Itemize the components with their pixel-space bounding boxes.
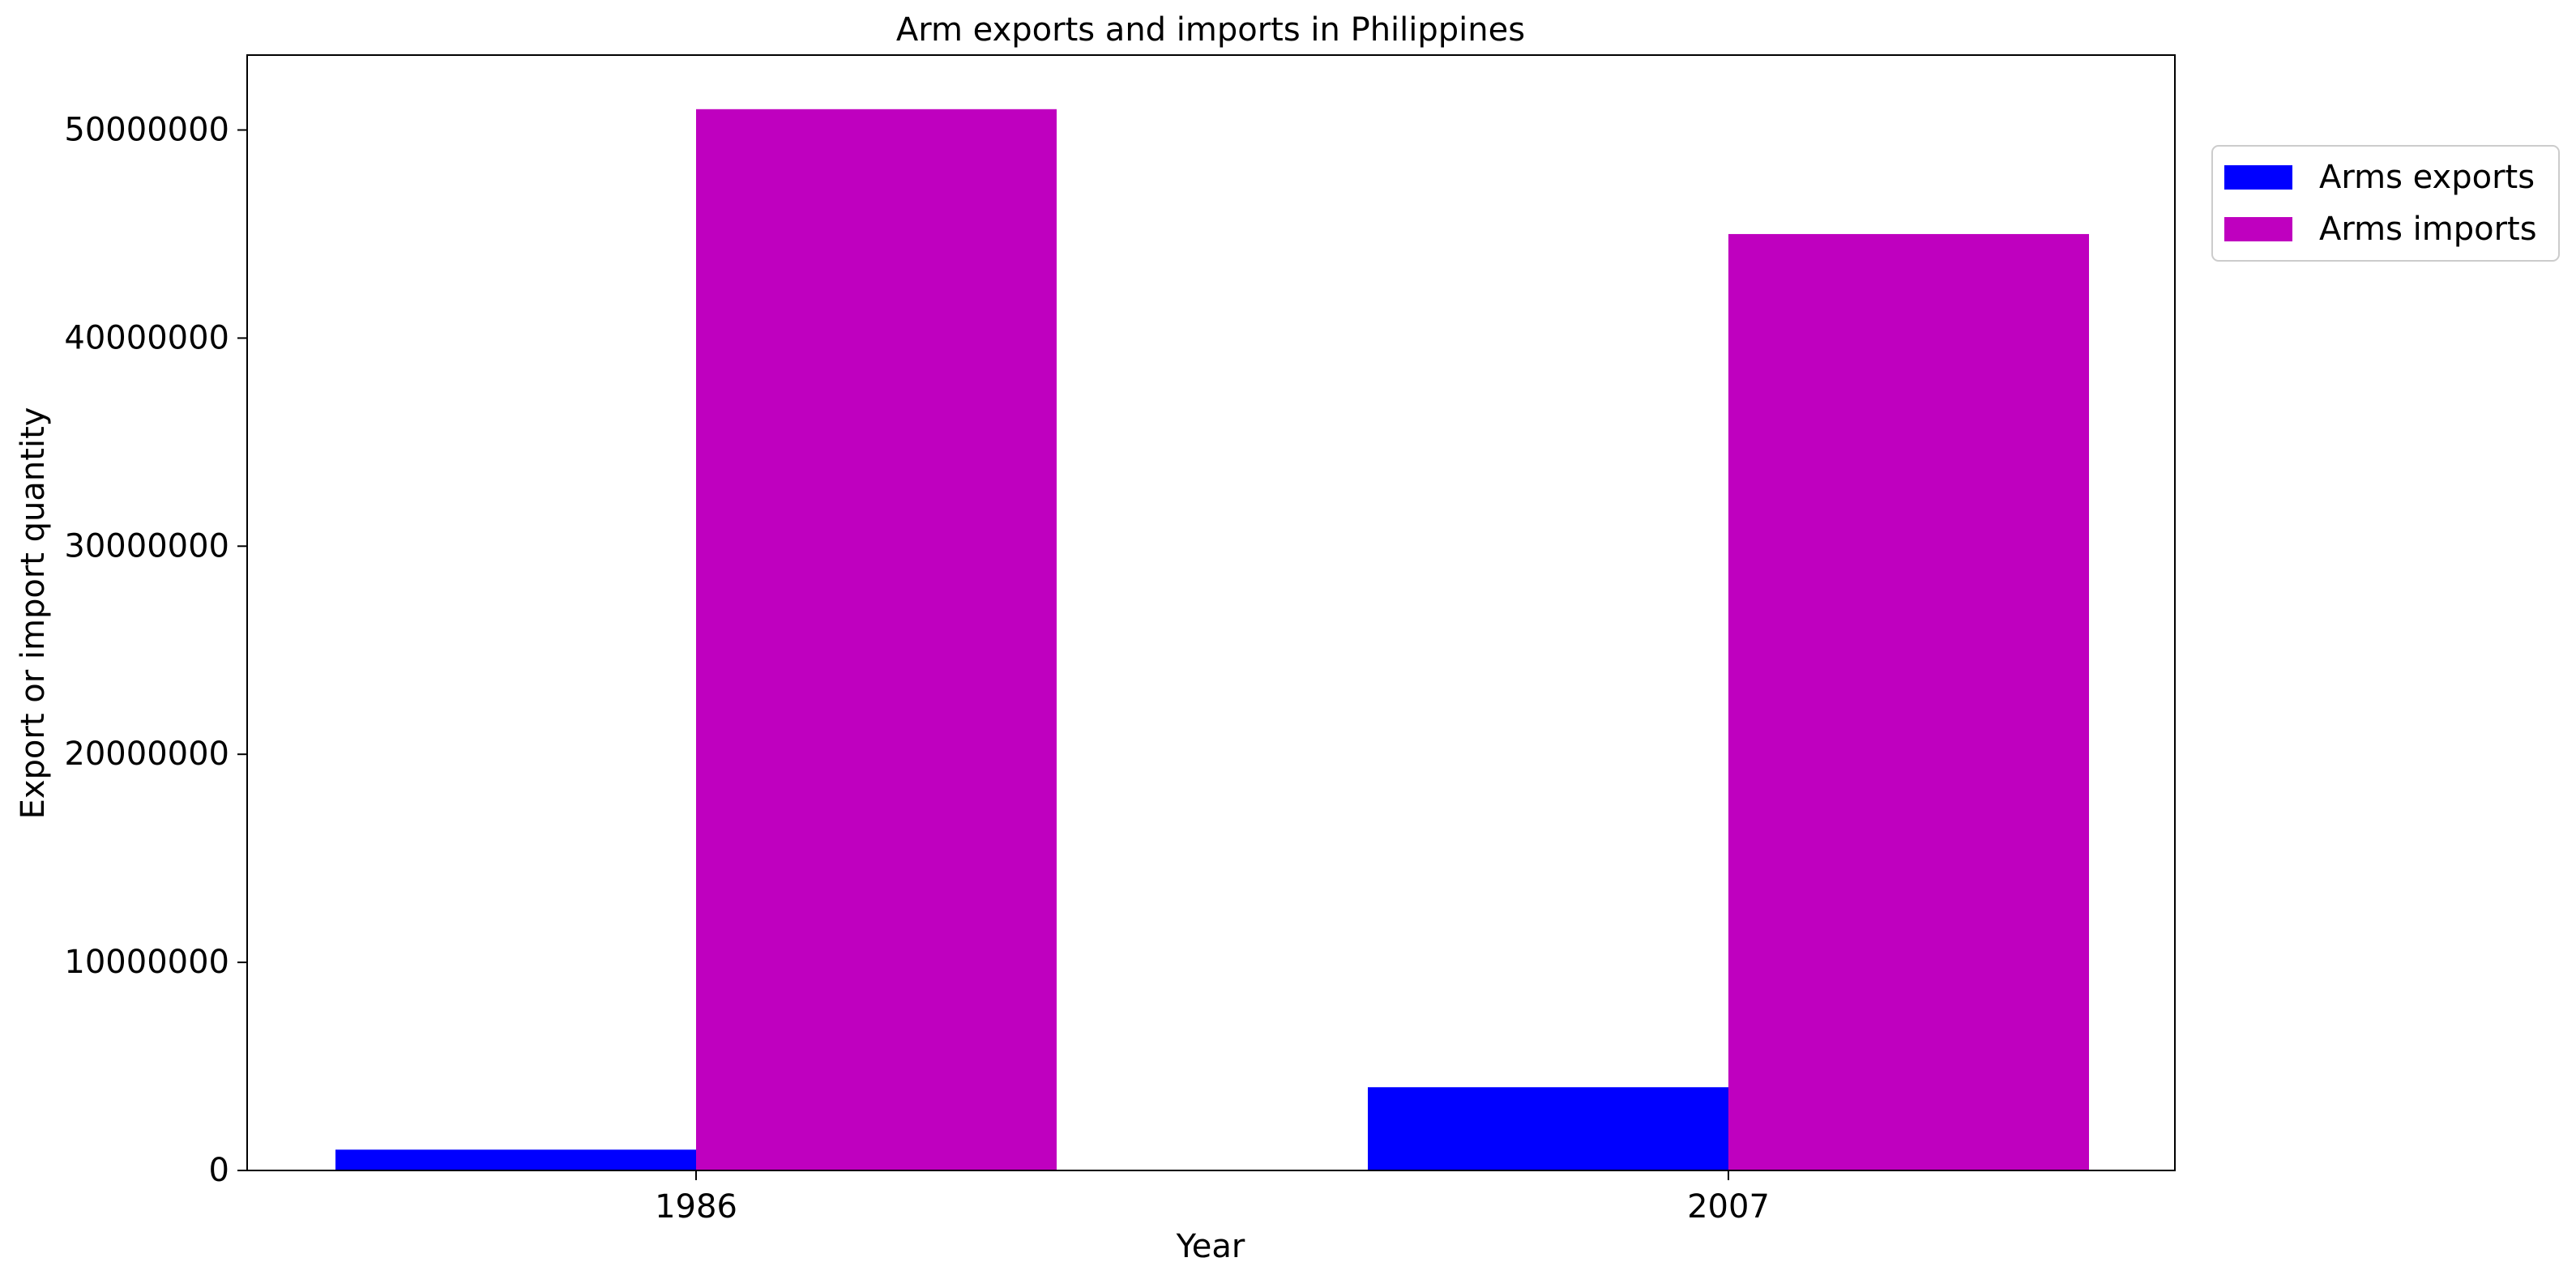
bar-arms-imports-1986 [696, 109, 1057, 1170]
y-axis-ticks: 0 10000000 20000000 30000000 40000000 5000000… [64, 111, 247, 1189]
y-tick-label: 30000000 [64, 527, 229, 565]
x-tick-label: 2007 [1687, 1188, 1770, 1226]
legend: Arms exports Arms imports [2211, 145, 2560, 262]
legend-label-arms-imports: Arms imports [2319, 211, 2537, 248]
legend-entries: Arms exports Arms imports [2224, 159, 2537, 248]
y-tick-label: 40000000 [64, 319, 229, 356]
x-tick-label: 1986 [655, 1188, 737, 1226]
legend-label-arms-exports: Arms exports [2319, 159, 2535, 196]
y-axis-label: Export or import quantity [15, 407, 52, 820]
chart-title: Arm exports and imports in Philippines [896, 11, 1525, 49]
legend-swatch-arms-exports [2224, 165, 2292, 190]
bar-arms-exports-1986 [335, 1149, 696, 1170]
bar-arms-imports-2007 [1728, 233, 2089, 1171]
x-axis-label: Year [1176, 1228, 1245, 1265]
plot-frame [246, 54, 2176, 1171]
y-tick-label: 50000000 [64, 111, 229, 148]
x-axis-ticks: 1986 2007 [655, 1170, 1770, 1226]
legend-frame [2211, 145, 2560, 262]
legend-swatch-arms-imports [2224, 217, 2292, 241]
y-tick-label: 10000000 [64, 944, 229, 981]
bars-group [335, 109, 2089, 1171]
y-tick-label: 20000000 [64, 735, 229, 773]
y-tick-label: 0 [209, 1152, 229, 1189]
bar-arms-exports-2007 [1368, 1087, 1728, 1170]
